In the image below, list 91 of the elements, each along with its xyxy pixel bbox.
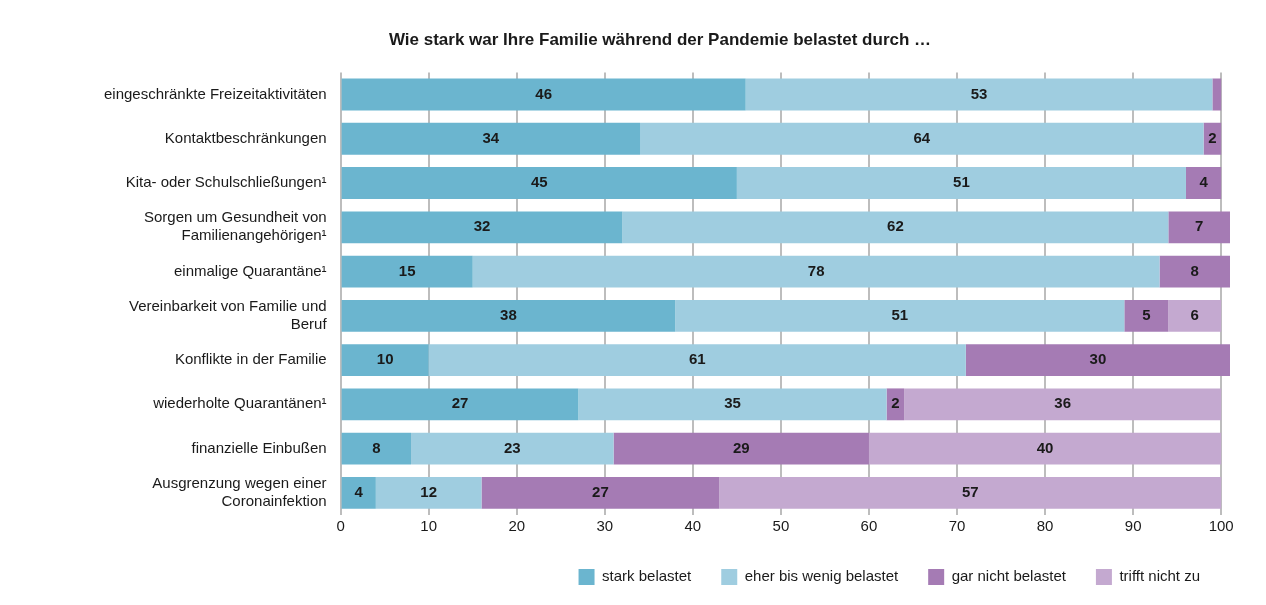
data-label: 5 [1142, 305, 1151, 323]
data-label: 36 [1054, 394, 1072, 412]
bar [341, 344, 429, 377]
y-tick-label: Vereinbarkeit von Familie und Beruf [129, 296, 328, 332]
x-tick-label: 10 [420, 517, 438, 535]
data-label: 61 [688, 350, 706, 368]
x-tick-label: 60 [860, 517, 878, 535]
bar [736, 167, 1186, 199]
data-label: 34 [482, 128, 500, 146]
data-label: 35 [724, 394, 741, 412]
bar [1168, 299, 1222, 332]
data-label: 57 [961, 483, 979, 501]
x-tick-label: 80 [1036, 517, 1054, 535]
data-label: 2 [1208, 128, 1217, 146]
data-label: 53 [970, 84, 988, 102]
data-label: 8 [372, 438, 381, 456]
y-tick-label: Ausgrenzung wegen einer Coronainfektion [152, 474, 327, 510]
data-label: 51 [953, 173, 970, 191]
data-label: 27 [592, 483, 609, 501]
bar [341, 122, 641, 155]
legend-label: trifft nicht zu [1119, 567, 1201, 585]
bar [1185, 167, 1222, 199]
y-tick-label: Sorgen um Gesundheit von Familienangehörigen¹ [143, 208, 327, 244]
x-tick-label: 100 [1208, 517, 1234, 535]
bar [375, 476, 482, 509]
chart-title: Wie stark war Ihre Familie während der Pandemie belastet durch … [388, 29, 932, 49]
bar [341, 211, 623, 244]
x-tick-label: 90 [1124, 517, 1142, 535]
data-label: 6 [1190, 305, 1199, 323]
bar [719, 476, 1222, 509]
y-tick-label: eingeschränkte Freizeitaktivitäten [103, 84, 327, 102]
data-label: 64 [913, 128, 931, 146]
bar [868, 432, 1222, 465]
bar [1159, 255, 1230, 288]
data-label: 46 [535, 84, 552, 102]
bar [613, 432, 869, 465]
bar [745, 78, 1213, 111]
bar [675, 299, 1125, 332]
bar [341, 388, 579, 421]
legend-label: gar nicht belastet [951, 567, 1067, 585]
y-tick-label: wiederholte Quarantänen¹ [152, 394, 327, 412]
y-tick-label: Kontaktbeschränkungen [164, 128, 327, 146]
data-label: 45 [530, 173, 548, 191]
bar [341, 255, 473, 288]
x-tick-label: 0 [336, 517, 345, 535]
bar [1168, 211, 1230, 244]
data-label: 2 [891, 394, 900, 412]
data-label: 12 [420, 483, 438, 501]
bar [904, 388, 1222, 421]
bar [341, 476, 376, 509]
data-label: 27 [451, 394, 469, 412]
data-label: 15 [398, 261, 416, 279]
bar [1124, 299, 1169, 332]
bar [622, 211, 1169, 244]
data-label: 32 [473, 217, 491, 235]
y-tick-label: finanzielle Einbußen [191, 438, 327, 456]
data-label: 30 [1089, 350, 1107, 368]
data-label: 29 [732, 438, 750, 456]
x-tick-label: 20 [508, 517, 526, 535]
bar [411, 432, 614, 465]
bar [341, 78, 746, 111]
legend-label: eher bis wenig belastet [744, 567, 900, 585]
x-tick-label: 40 [684, 517, 702, 535]
bar [341, 432, 412, 465]
data-label: 4 [354, 483, 364, 501]
bar [472, 255, 1160, 288]
data-label: 8 [1190, 261, 1199, 279]
data-label: 51 [891, 305, 909, 323]
data-label: 23 [503, 438, 521, 456]
bar [481, 476, 720, 509]
data-label: 78 [807, 261, 825, 279]
y-tick-label: Kita- oder Schulschließungen¹ [125, 173, 327, 191]
data-label: 38 [500, 305, 517, 323]
bar [341, 167, 737, 199]
y-tick-label: Konflikte in der Familie [174, 350, 327, 368]
bar [965, 344, 1230, 377]
bar [428, 344, 966, 377]
bar [640, 122, 1204, 155]
x-tick-label: 30 [596, 517, 614, 535]
bar [1212, 78, 1222, 111]
data-label: 62 [887, 217, 904, 235]
bar [578, 388, 887, 421]
data-label: 4 [1199, 173, 1209, 191]
bar [341, 299, 676, 332]
x-tick-label: 50 [772, 517, 790, 535]
x-tick-label: 70 [948, 517, 966, 535]
data-label: 7 [1195, 217, 1204, 235]
data-label: 10 [376, 350, 394, 368]
data-label: 40 [1036, 438, 1054, 456]
y-tick-label: einmalige Quarantäne¹ [174, 261, 327, 279]
legend-label: stark belastet [602, 567, 693, 585]
